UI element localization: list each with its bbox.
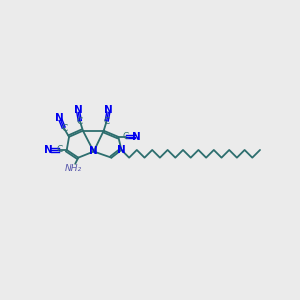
Text: N: N: [132, 132, 141, 142]
Text: C: C: [104, 117, 110, 126]
Text: C: C: [77, 117, 83, 126]
Text: NH₂: NH₂: [64, 164, 82, 173]
Text: N: N: [104, 105, 113, 115]
Text: N: N: [89, 146, 98, 157]
Text: C: C: [61, 124, 68, 133]
Text: N: N: [44, 145, 52, 155]
Text: N: N: [117, 145, 126, 155]
Text: C: C: [122, 132, 128, 141]
Text: N: N: [55, 113, 63, 123]
Text: N: N: [74, 105, 83, 115]
Text: C: C: [57, 146, 63, 154]
